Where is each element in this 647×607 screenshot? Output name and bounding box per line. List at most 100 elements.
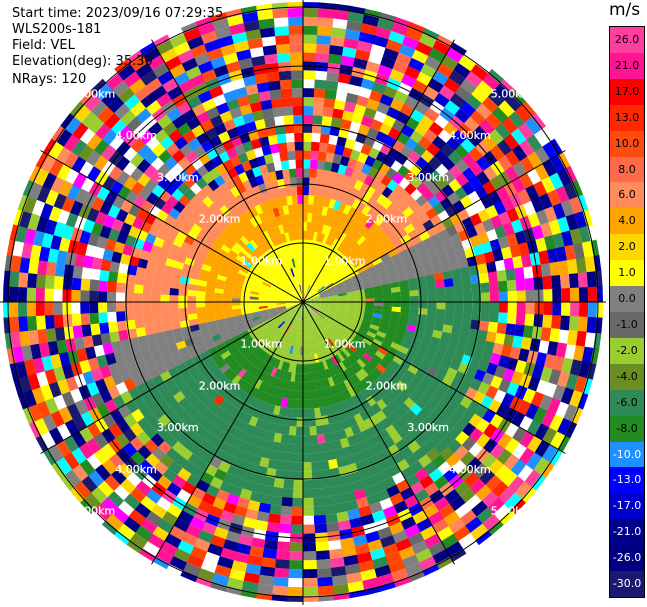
ppi-gate: [418, 308, 428, 316]
ppi-gate: [416, 71, 433, 87]
ppi-gate: [303, 302, 310, 309]
ppi-gate: [347, 157, 358, 169]
ppi-gate: [370, 277, 381, 284]
ppi-gate: [141, 351, 154, 363]
ppi-gate: [139, 343, 151, 355]
ppi-gate: [346, 265, 356, 273]
ppi-gate: [53, 314, 64, 329]
ppi-gate: [160, 286, 171, 295]
ppi-gate: [258, 350, 267, 360]
ppi-gate: [512, 335, 524, 349]
ppi-gate: [452, 129, 468, 145]
ppi-gate: [276, 303, 286, 307]
ppi-gate: [543, 353, 556, 370]
ppi-gate: [303, 114, 314, 124]
ppi-gate: [128, 386, 141, 400]
ppi-gate: [249, 206, 259, 218]
ppi-gate: [161, 315, 171, 325]
ppi-gate: [272, 576, 289, 587]
ppi-gate: [107, 362, 120, 376]
ppi-gate: [305, 346, 309, 356]
ppi-gate: [195, 16, 213, 28]
ppi-gate: [294, 221, 300, 232]
ppi-gate: [376, 102, 391, 115]
ppi-gate: [404, 266, 415, 275]
ppi-gate: [269, 287, 279, 293]
ppi-gate: [84, 93, 102, 112]
ppi-gate: [371, 556, 389, 569]
ppi-gate: [368, 147, 381, 160]
colorbar-segment: [610, 389, 644, 417]
ppi-gate: [249, 296, 259, 300]
ppi-gate: [320, 293, 329, 298]
ppi-gate: [387, 325, 398, 333]
ppi-gate: [271, 217, 279, 228]
ppi-gate: [400, 359, 411, 371]
ppi-gate: [386, 401, 399, 413]
ppi-gate: [320, 305, 330, 309]
ppi-gate: [365, 305, 375, 310]
ppi-gate: [300, 248, 304, 258]
ppi-gate: [317, 442, 327, 453]
ppi-gate: [89, 279, 100, 292]
ppi-gate: [290, 288, 298, 296]
ppi-gate: [287, 586, 303, 597]
ppi-gate: [176, 467, 192, 482]
ppi-gate: [404, 524, 421, 539]
ppi-gate: [107, 204, 121, 219]
ppi-gate: [32, 230, 45, 247]
range-ring-label: 1.00km: [324, 254, 366, 267]
azimuth-line: [302, 301, 455, 565]
ppi-gate: [430, 257, 441, 268]
ppi-gate: [302, 435, 311, 445]
ppi-gate: [327, 310, 337, 315]
ppi-gate: [262, 363, 271, 374]
ppi-gate: [178, 346, 189, 357]
ppi-gate: [254, 369, 263, 380]
ppi-gate: [285, 299, 295, 302]
ppi-gate: [337, 268, 347, 276]
ppi-gate: [306, 230, 311, 240]
ppi-gate: [198, 228, 210, 239]
ppi-gate: [280, 196, 288, 207]
ppi-gate: [98, 301, 108, 313]
ppi-gate: [152, 62, 170, 78]
ppi-gate: [278, 224, 285, 235]
ppi-gate: [282, 323, 289, 332]
ppi-gate: [82, 218, 96, 234]
ppi-gate: [189, 73, 206, 88]
ppi-gate: [47, 340, 59, 356]
ppi-gate: [336, 341, 345, 351]
ppi-gate: [167, 85, 184, 101]
ppi-gate: [254, 474, 266, 486]
ppi-gate: [19, 330, 31, 347]
ppi-gate: [260, 288, 270, 293]
ppi-gate: [312, 115, 323, 125]
ppi-gate: [80, 312, 91, 326]
ppi-gate: [267, 298, 277, 301]
ppi-gate: [457, 208, 470, 222]
azimuth-line: [302, 301, 566, 454]
ppi-gate: [144, 325, 155, 336]
ppi-gate: [385, 39, 403, 53]
ppi-gate: [450, 42, 467, 56]
ppi-gate: [296, 408, 303, 418]
ppi-gate: [246, 352, 256, 362]
ppi-gate: [265, 275, 275, 283]
ppi-gate: [487, 90, 506, 107]
ppi-gate: [469, 378, 483, 392]
ppi-gate: [443, 316, 454, 326]
ppi-gate: [387, 191, 399, 203]
ppi-gate: [525, 302, 535, 315]
ppi-gate: [23, 358, 37, 376]
ppi-gate: [328, 422, 338, 433]
ppi-gate: [462, 310, 473, 320]
ppi-gate: [409, 200, 421, 213]
ppi-gate: [226, 236, 237, 246]
ppi-gate: [355, 222, 365, 233]
ppi-gate: [308, 336, 313, 346]
ppi-gate: [291, 195, 299, 205]
ppi-gate: [411, 218, 423, 230]
ppi-gate: [427, 288, 437, 296]
ppi-gate: [281, 342, 287, 352]
